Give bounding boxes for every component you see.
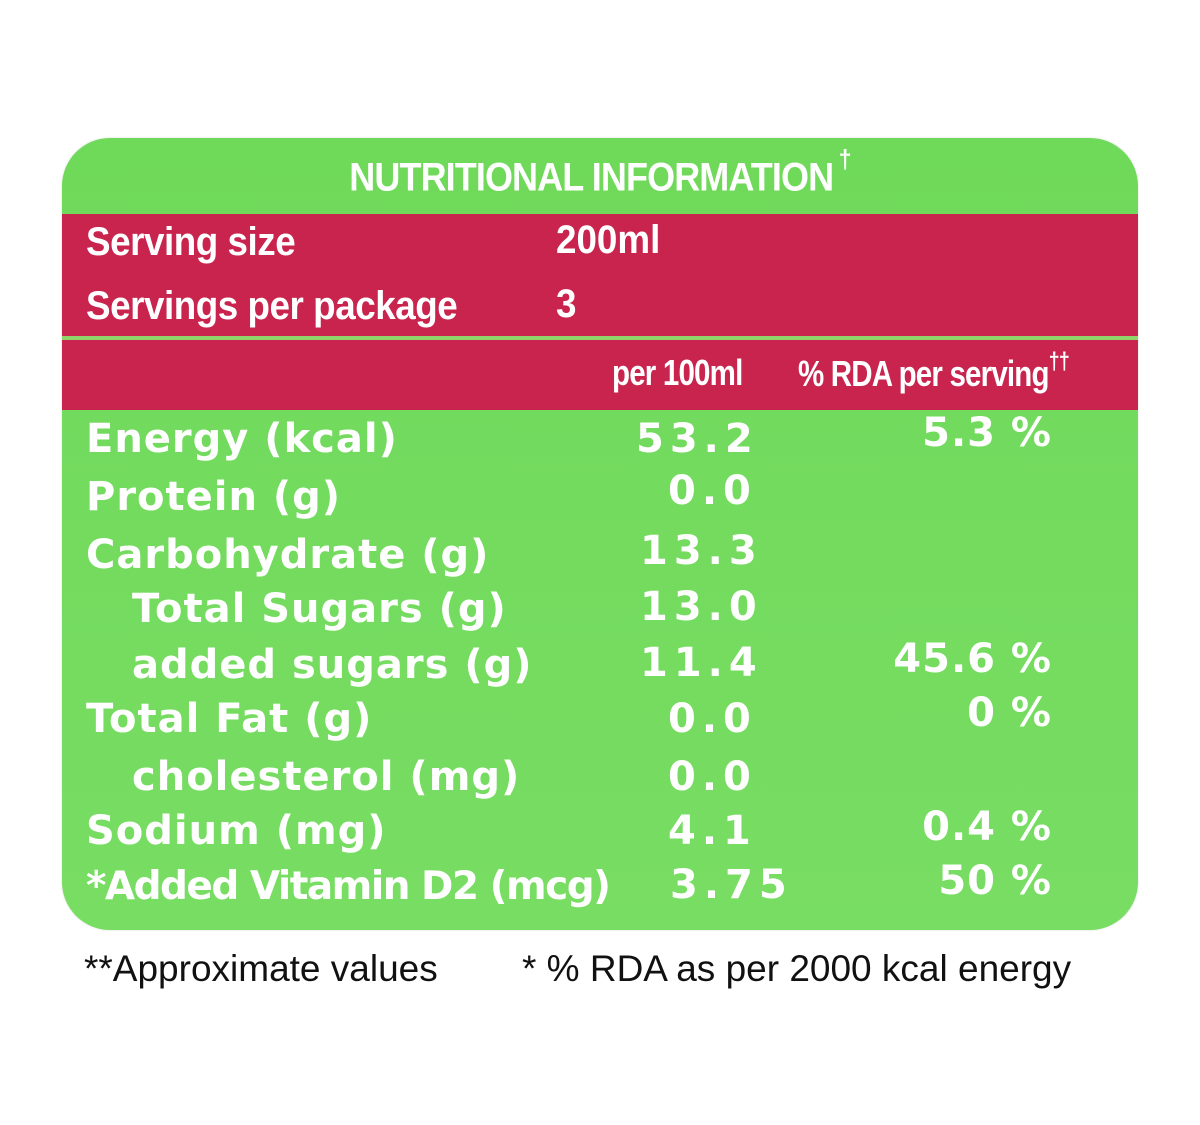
- nutrient-rda: 45.6 %: [893, 636, 1052, 682]
- servings-per-package-label: Servings per package: [86, 284, 458, 328]
- column-header-per-100ml: per 100ml: [612, 352, 743, 393]
- nutrient-name: Carbohydrate (g): [86, 532, 490, 578]
- nutrient-value: 13.0: [640, 584, 763, 630]
- servings-per-package-value: 3: [556, 282, 577, 326]
- nutrient-value: 0.0: [668, 754, 757, 800]
- nutrient-name: added sugars (g): [132, 642, 533, 688]
- nutrient-value: 11.4: [640, 640, 763, 686]
- label-title: NUTRITIONAL INFORMATION †: [116, 144, 1084, 200]
- column-header-rda-text: % RDA per serving: [798, 353, 1050, 394]
- serving-band: [62, 214, 1138, 340]
- footnote-rda: * % RDA as per 2000 kcal energy: [522, 948, 1072, 989]
- nutrient-rda: 0 %: [967, 690, 1052, 736]
- nutrient-value: 0.0: [668, 468, 757, 514]
- nutrient-rda: 5.3 %: [922, 410, 1052, 456]
- serving-size-label: Serving size: [86, 220, 296, 264]
- nutrient-rda: 0.4 %: [922, 804, 1052, 850]
- serving-size-value: 200ml: [556, 218, 661, 262]
- nutrient-value: 4.1: [668, 808, 757, 854]
- nutrient-name: Protein (g): [86, 474, 342, 520]
- title-text: NUTRITIONAL INFORMATION: [349, 155, 834, 200]
- title-dagger: †: [838, 144, 852, 174]
- column-header-rda-mark: ††: [1048, 348, 1070, 375]
- nutrient-name: Total Sugars (g): [132, 586, 507, 632]
- column-header-band: [62, 340, 1138, 410]
- nutrient-name: Energy (kcal): [86, 416, 398, 462]
- nutrient-name: cholesterol (mg): [132, 754, 521, 800]
- footnote-approximate: **Approximate values: [84, 948, 438, 989]
- band-divider: [62, 336, 1138, 340]
- nutrient-value: 53.2: [636, 416, 759, 462]
- nutrient-name: Sodium (mg): [86, 808, 387, 854]
- nutrient-name: *Added Vitamin D2 (mcg): [86, 864, 611, 909]
- nutrient-value: 3.75: [670, 862, 793, 908]
- column-header-rda: % RDA per serving††: [798, 348, 1070, 395]
- nutrient-name: Total Fat (g): [86, 696, 373, 742]
- nutrient-value: 0.0: [668, 696, 757, 742]
- nutrition-label: NUTRITIONAL INFORMATION † Serving size 20…: [62, 138, 1138, 930]
- nutrient-value: 13.3: [640, 528, 763, 574]
- nutrient-rda: 50 %: [938, 858, 1052, 904]
